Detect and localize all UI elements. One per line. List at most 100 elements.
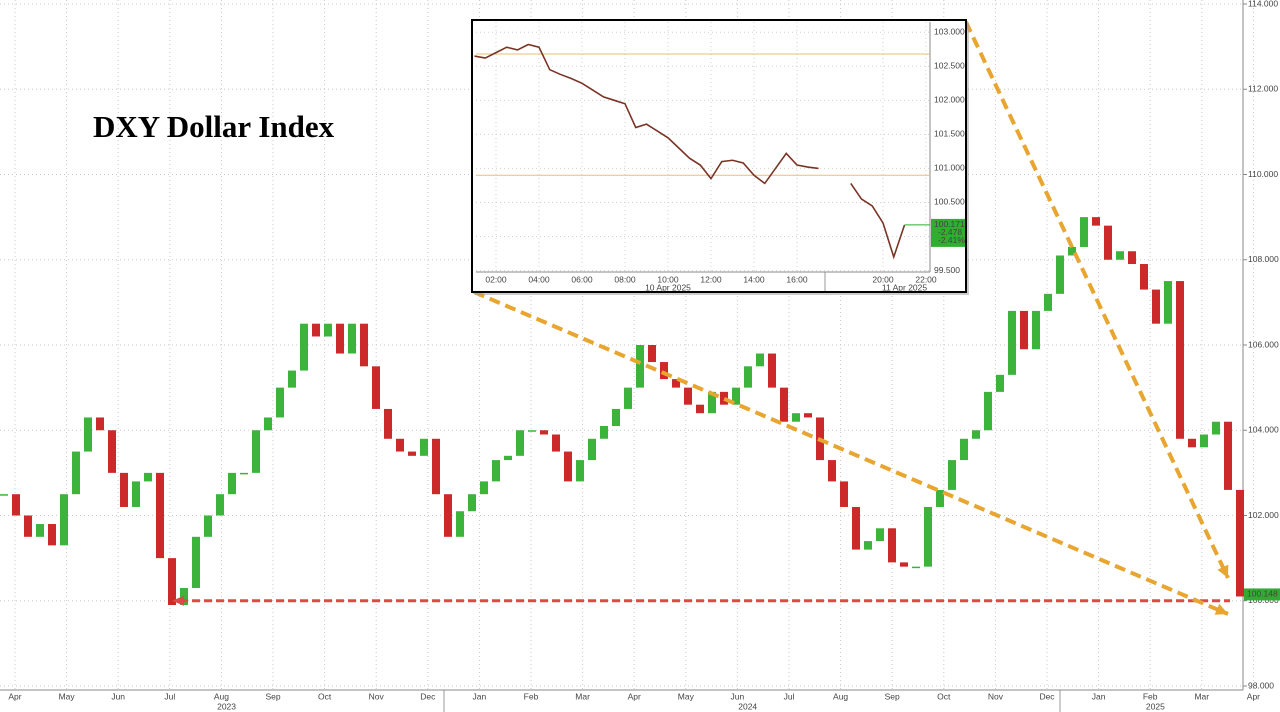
x-tick-label: Jan [473,691,487,701]
candle [504,455,512,461]
candle [900,562,908,567]
candle [468,494,476,512]
x-tick-label: Jun [731,691,745,701]
candle [144,472,152,482]
candle [312,323,320,337]
inset-x-tick-label: 06:00 [571,274,593,284]
candle [456,511,464,537]
candle [1128,251,1136,265]
candle [36,524,44,537]
candle [156,472,164,559]
x-tick-label: Mar [575,691,590,701]
candle [1164,281,1172,324]
candle [708,391,716,414]
candle [132,481,140,507]
year-label: 2024 [738,701,757,711]
candle [1224,421,1232,490]
candle [912,566,920,569]
y-tick-label: 98.000 [1248,680,1274,690]
candle [1176,281,1184,439]
candle [492,460,500,482]
inset-x-tick-label: 20:00 [872,274,894,284]
x-tick-label: Sep [885,691,900,701]
inset-frame [471,19,967,293]
candle [660,362,668,380]
x-tick-label: Apr [1247,691,1260,701]
x-tick-label: Jul [164,691,175,701]
candle [408,451,416,456]
candle [828,460,836,482]
candle [384,408,392,439]
candle [648,345,656,363]
inset-last-value: 100.171 [934,219,965,229]
candle [1212,421,1220,435]
inset-y-tick-label: 100.500 [934,197,965,207]
inset-y-tick-label: 103.000 [934,26,965,36]
candle [60,494,68,546]
year-label: 2023 [217,701,236,711]
candle [576,460,584,482]
candle [372,366,380,409]
inset-y-tick-label: 101.500 [934,129,965,139]
x-tick-label: Nov [988,691,1004,701]
candle [1116,251,1124,260]
x-tick-label: Jun [111,691,125,701]
candle [1032,310,1040,350]
candle [960,438,968,461]
x-tick-label: Jul [784,691,795,701]
y-tick-label: 110.000 [1248,169,1278,179]
candle [852,506,860,550]
candle [396,438,404,452]
candle [948,460,956,490]
candle [432,438,440,495]
candle [528,430,536,432]
candle [0,494,8,496]
candle [120,472,128,507]
inset-y-tick-label: 102.000 [934,95,965,105]
candle [228,472,236,495]
inset-net-change: -2.478 [938,227,962,237]
x-tick-label: Mar [1194,691,1209,701]
candle [480,481,488,495]
y-tick-label: 102.000 [1248,510,1279,520]
y-tick-label: 106.000 [1248,339,1279,349]
candle [1188,438,1196,448]
trend-arrowhead [1214,603,1228,615]
y-tick-label: 108.000 [1248,254,1279,264]
candle [972,430,980,439]
candle [1092,217,1100,226]
inset-x-tick-label: 10:00 [657,274,679,284]
candle [768,353,776,388]
x-tick-label: May [59,691,76,701]
x-tick-label: Feb [1143,691,1158,701]
inset-y-tick-label: 99.500 [934,265,960,275]
candle [552,434,560,452]
y-tick-label: 112.000 [1248,84,1278,94]
chart-title: DXY Dollar Index [93,109,335,144]
candle [864,541,872,550]
candle [264,417,272,431]
candle [108,430,116,473]
candle [1140,264,1148,290]
inset-x-tick-label: 08:00 [614,274,636,284]
x-tick-label: Sep [265,691,280,701]
x-tick-label: Jan [1092,691,1106,701]
candle [360,323,368,367]
last-value-label: 100.148 [1247,589,1278,599]
candle [624,387,632,409]
x-tick-label: Nov [369,691,385,701]
x-tick-label: Apr [8,691,21,701]
candle [1200,434,1208,448]
candle [936,489,944,507]
inset-x-tick-label: 12:00 [700,274,722,284]
x-tick-label: Aug [214,691,229,701]
candle [96,417,104,431]
y-tick-label: 104.000 [1248,425,1279,435]
trend-arrow [473,290,1229,616]
support-arrowhead [172,595,184,606]
candle [192,536,200,588]
candle [924,506,932,567]
candle [420,438,428,456]
inset-pct-change: -2.41% [938,235,965,245]
